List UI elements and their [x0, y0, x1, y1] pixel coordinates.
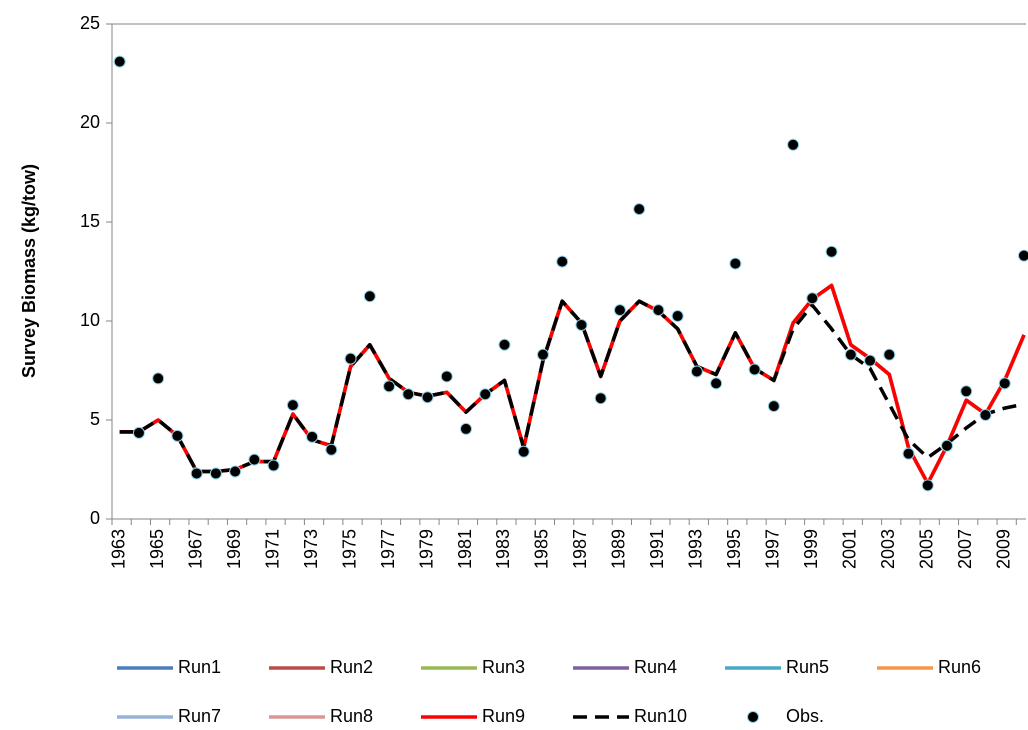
obs-point [998, 377, 1011, 390]
x-tick-label: 2005 [917, 529, 937, 569]
obs-point [902, 447, 915, 460]
obs-point [190, 467, 203, 480]
legend-label: Run1 [178, 657, 221, 677]
legend-label: Run7 [178, 706, 221, 726]
obs-point [421, 391, 434, 404]
x-tick-label: 1991 [647, 529, 667, 569]
legend-label: Run10 [634, 706, 687, 726]
obs-point [383, 380, 396, 393]
obs-point [787, 138, 800, 151]
obs-point [517, 445, 530, 458]
obs-point [921, 479, 934, 492]
legend-label: Run8 [330, 706, 373, 726]
y-tick-label: 0 [90, 508, 100, 528]
x-tick-label: 1969 [224, 529, 244, 569]
x-tick-label: 1965 [147, 529, 167, 569]
obs-point [748, 363, 761, 376]
y-tick-label: 25 [80, 13, 100, 33]
obs-point [594, 392, 607, 405]
x-tick-label: 2003 [878, 529, 898, 569]
obs-point [152, 372, 165, 385]
obs-point [248, 453, 261, 466]
obs-point [941, 439, 954, 452]
obs-point [536, 348, 549, 361]
x-tick-label: 1975 [339, 529, 359, 569]
x-tick-label: 1997 [763, 529, 783, 569]
obs-point [767, 400, 780, 413]
obs-point [825, 245, 838, 258]
obs-point [344, 352, 357, 365]
obs-point [440, 370, 453, 383]
x-tick-label: 1971 [262, 529, 282, 569]
legend-marker [747, 711, 759, 723]
obs-point [267, 459, 280, 472]
legend-label: Run6 [938, 657, 981, 677]
y-tick-label: 15 [80, 211, 100, 231]
x-tick-label: 1985 [532, 529, 552, 569]
x-tick-label: 1993 [686, 529, 706, 569]
obs-point [690, 365, 703, 378]
x-tick-label: 1987 [570, 529, 590, 569]
legend-label: Run5 [786, 657, 829, 677]
legend-label: Run9 [482, 706, 525, 726]
obs-point [1017, 249, 1028, 262]
obs-point [729, 257, 742, 270]
x-tick-label: 1995 [724, 529, 744, 569]
legend-label: Run3 [482, 657, 525, 677]
x-tick-label: 1989 [609, 529, 629, 569]
obs-point [209, 467, 222, 480]
obs-point [306, 430, 319, 443]
y-tick-label: 20 [80, 112, 100, 132]
obs-point [479, 388, 492, 401]
y-tick-label: 10 [80, 310, 100, 330]
legend-label: Obs. [786, 706, 824, 726]
series-line [119, 299, 1025, 474]
obs-point [402, 388, 415, 401]
obs-point [171, 429, 184, 442]
x-tick-label: 2009 [993, 529, 1013, 569]
obs-point [671, 310, 684, 323]
y-tick-label: 5 [90, 409, 100, 429]
obs-point [286, 399, 299, 412]
obs-point [498, 338, 511, 351]
obs-point [633, 203, 646, 216]
obs-point [363, 290, 376, 303]
obs-point [460, 422, 473, 435]
obs-point [652, 304, 665, 317]
obs-point [844, 348, 857, 361]
x-tick-label: 1999 [801, 529, 821, 569]
obs-point [710, 377, 723, 390]
obs-point [113, 55, 126, 68]
x-tick-label: 1983 [493, 529, 513, 569]
x-tick-label: 1979 [416, 529, 436, 569]
y-axis-title: Survey Biomass (kg/tow) [19, 164, 39, 378]
x-tick-label: 1967 [185, 529, 205, 569]
legend-label: Run4 [634, 657, 677, 677]
legend-label: Run2 [330, 657, 373, 677]
obs-point [613, 304, 626, 317]
x-tick-label: 1977 [378, 529, 398, 569]
obs-point [960, 385, 973, 398]
obs-point [556, 255, 569, 268]
x-tick-label: 1963 [108, 529, 128, 569]
obs-point [864, 354, 877, 367]
x-tick-label: 2001 [840, 529, 860, 569]
obs-point [132, 426, 145, 439]
x-tick-label: 1981 [455, 529, 475, 569]
obs-point [325, 443, 338, 456]
obs-point [806, 292, 819, 305]
obs-point [979, 409, 992, 422]
x-tick-label: 1973 [301, 529, 321, 569]
obs-point [883, 348, 896, 361]
obs-point [575, 318, 588, 331]
x-tick-label: 2007 [955, 529, 975, 569]
obs-point [229, 465, 242, 478]
